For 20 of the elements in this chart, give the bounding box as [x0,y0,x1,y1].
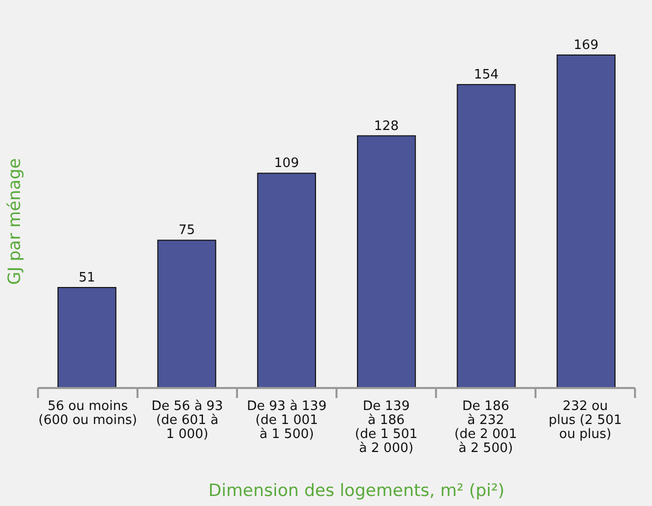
data-label: 51 [78,270,96,286]
bar [257,172,316,388]
x-tick-label: De 93 à 139 (de 1 001 à 1 500) [246,399,327,442]
bar [57,287,116,388]
x-tick-label: 56 ou moins (600 ou moins) [38,399,138,428]
data-label: 75 [178,223,196,238]
x-axis-title: Dimension des logements, m² (pi²) [208,481,505,501]
data-label: 169 [574,38,598,53]
bar [556,54,616,388]
bar [356,135,416,388]
x-tick-label: 232 ou plus (2 501 ou plus) [548,399,622,442]
x-tick-label: De 186 à 232 (de 2 001 à 2 500) [454,399,518,456]
y-axis-title: GJ par ménage [5,158,25,285]
bar [456,84,516,388]
x-tick-label: De 139 à 186 (de 1 501 à 2 000) [354,399,418,456]
data-label: 154 [474,68,499,83]
x-tick-label: De 56 à 93 (de 601 à 1 000) [152,399,223,442]
data-label: 109 [274,156,299,172]
bar [157,240,216,388]
data-label: 128 [374,118,399,134]
